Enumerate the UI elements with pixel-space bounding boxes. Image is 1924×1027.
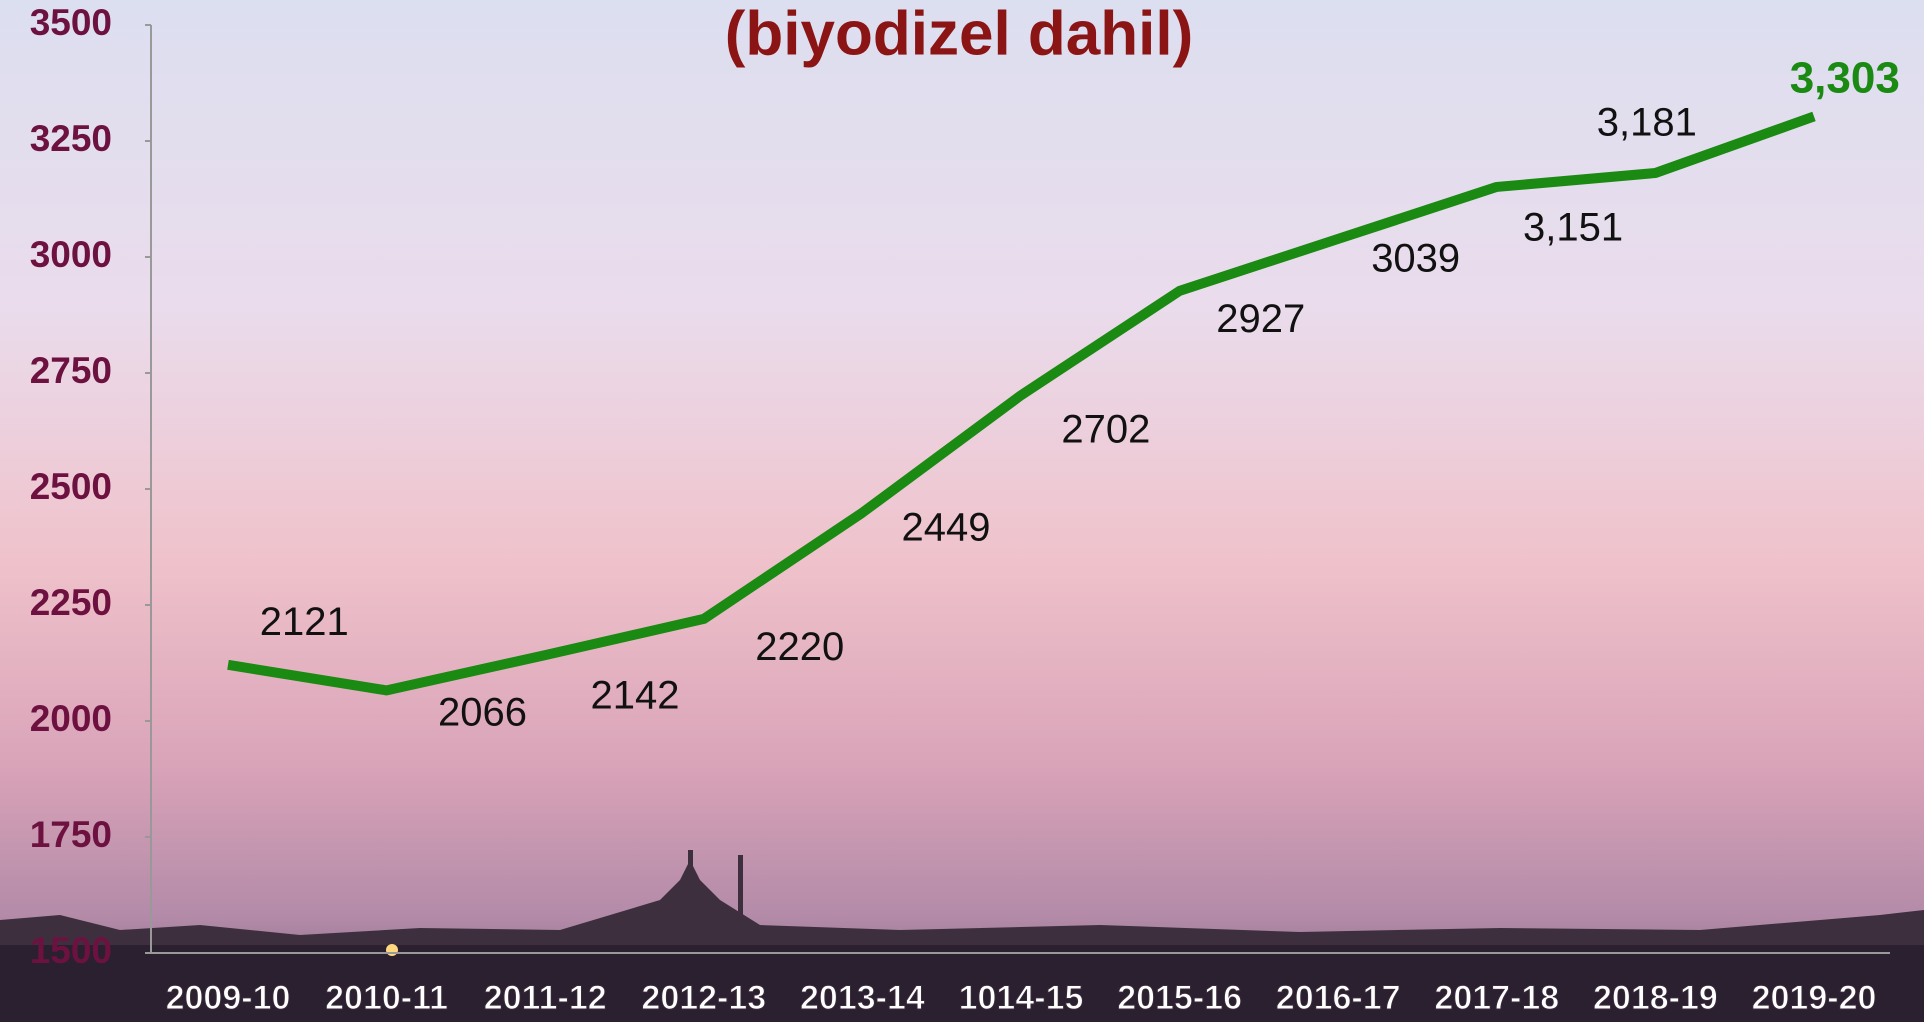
x-tick-label: 2018-19 (1593, 979, 1718, 1017)
y-tick-label: 2000 (30, 698, 112, 739)
y-tick-label: 3000 (30, 234, 112, 275)
data-label: 2702 (1061, 408, 1150, 452)
minaret (738, 855, 743, 930)
x-tick-label: 1014-15 (959, 979, 1084, 1017)
x-tick-label: 2017-18 (1434, 979, 1559, 1017)
y-tick-label: 1750 (30, 814, 112, 855)
data-label: 3,151 (1523, 206, 1623, 250)
y-tick-label: 2250 (30, 582, 112, 623)
data-label: 2927 (1216, 297, 1305, 341)
y-tick-label: 2500 (30, 466, 112, 507)
x-tick-label: 2015-16 (1117, 979, 1242, 1017)
x-tick-label: 2013-14 (800, 979, 925, 1017)
data-label: 2121 (260, 600, 349, 644)
city-light (386, 944, 398, 956)
data-label: 2220 (755, 625, 844, 669)
x-tick-label: 2016-17 (1276, 979, 1401, 1017)
x-tick-label: 2010-11 (325, 979, 448, 1017)
chart-title: (biyodizel dahil) (725, 0, 1193, 68)
data-label: 2066 (438, 691, 527, 735)
x-tick-label: 2011-12 (484, 979, 607, 1017)
data-label: 3039 (1371, 237, 1460, 281)
data-label: 2142 (590, 674, 679, 718)
minaret (688, 850, 693, 930)
data-label: 2449 (902, 505, 991, 549)
y-tick-label: 1500 (30, 930, 112, 971)
data-label: 3,181 (1597, 101, 1697, 145)
y-tick-label: 2750 (30, 350, 112, 391)
data-label: 3,303 (1790, 53, 1900, 102)
chart: (biyodizel dahil) 1500 1750 2000 2250 2500 27… (0, 0, 1924, 1022)
x-tick-label: 2009-10 (166, 979, 291, 1017)
x-tick-label: 2019-20 (1752, 979, 1877, 1017)
x-tick-label: 2012-13 (641, 979, 766, 1017)
y-tick-label: 3250 (30, 118, 112, 159)
y-tick-label: 3500 (30, 2, 112, 43)
